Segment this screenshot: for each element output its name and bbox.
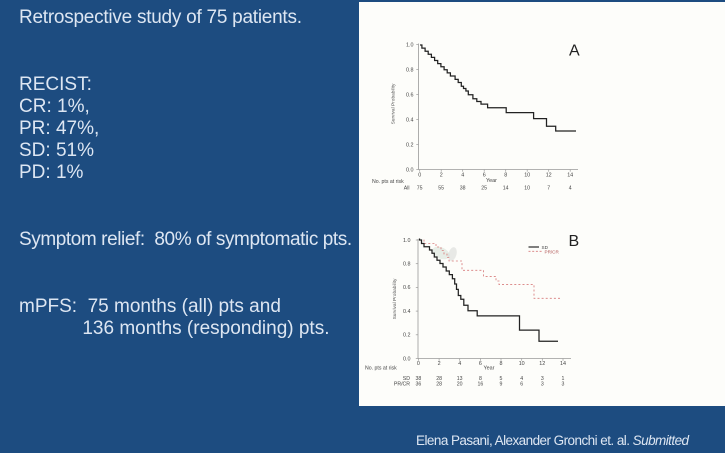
svg-text:0.6: 0.6: [406, 92, 414, 98]
svg-text:0.4: 0.4: [403, 309, 411, 315]
svg-text:7: 7: [547, 186, 550, 192]
svg-text:SD: SD: [403, 376, 410, 382]
svg-text:55: 55: [438, 186, 444, 192]
svg-text:10: 10: [524, 186, 530, 192]
svg-text:16: 16: [478, 382, 484, 388]
svg-text:4: 4: [461, 173, 464, 179]
svg-text:A: A: [569, 42, 580, 59]
svg-text:20: 20: [457, 382, 463, 388]
svg-text:Survival Probability: Survival Probability: [392, 278, 398, 319]
svg-text:Year: Year: [484, 366, 495, 372]
svg-text:0.8: 0.8: [403, 262, 411, 268]
svg-text:SD: SD: [542, 245, 549, 250]
svg-text:No. pts at risk: No. pts at risk: [372, 179, 404, 185]
svg-text:3: 3: [562, 382, 565, 388]
svg-text:B: B: [569, 233, 580, 250]
svg-text:0.2: 0.2: [403, 333, 411, 339]
svg-text:9: 9: [500, 382, 503, 388]
svg-text:12: 12: [546, 173, 552, 179]
svg-text:8: 8: [504, 173, 507, 179]
svg-text:No. pts at risk: No. pts at risk: [365, 366, 397, 372]
svg-text:0.2: 0.2: [406, 142, 414, 148]
svg-text:0: 0: [418, 173, 421, 179]
svg-text:14: 14: [560, 361, 566, 367]
svg-text:0: 0: [417, 361, 420, 367]
svg-text:6: 6: [483, 173, 486, 179]
svg-text:4: 4: [520, 376, 523, 382]
svg-text:10: 10: [519, 361, 525, 367]
svg-text:28: 28: [436, 382, 442, 388]
svg-text:1.0: 1.0: [406, 42, 414, 48]
svg-text:0.4: 0.4: [406, 117, 414, 123]
svg-text:8: 8: [500, 361, 503, 367]
svg-text:5: 5: [500, 376, 503, 382]
svg-text:13: 13: [457, 376, 463, 382]
svg-text:10: 10: [524, 173, 530, 179]
svg-text:25: 25: [481, 186, 487, 192]
svg-text:2: 2: [440, 173, 443, 179]
svg-text:38: 38: [460, 186, 466, 192]
svg-text:75: 75: [417, 186, 423, 192]
svg-text:2: 2: [438, 361, 441, 367]
svg-text:0.0: 0.0: [403, 356, 411, 362]
svg-text:PR/CR: PR/CR: [394, 382, 410, 388]
svg-text:Survival Probability: Survival Probability: [391, 83, 397, 124]
svg-text:PR/CR: PR/CR: [545, 249, 560, 254]
svg-text:0.0: 0.0: [406, 167, 414, 173]
svg-text:3: 3: [541, 376, 544, 382]
svg-text:3: 3: [541, 382, 544, 388]
svg-text:Year: Year: [486, 178, 497, 184]
svg-text:1: 1: [562, 376, 565, 382]
svg-text:0.8: 0.8: [406, 67, 414, 73]
svg-text:4: 4: [458, 361, 461, 367]
svg-text:0.6: 0.6: [403, 285, 411, 291]
svg-text:28: 28: [436, 376, 442, 382]
svg-text:1.0: 1.0: [403, 238, 411, 244]
svg-text:4: 4: [569, 186, 572, 192]
svg-text:All: All: [404, 186, 410, 192]
svg-text:6: 6: [520, 382, 523, 388]
svg-text:12: 12: [539, 361, 545, 367]
svg-text:8: 8: [479, 376, 482, 382]
svg-text:38: 38: [416, 376, 422, 382]
svg-text:36: 36: [416, 382, 422, 388]
svg-text:14: 14: [567, 173, 573, 179]
svg-text:14: 14: [503, 186, 509, 192]
svg-text:6: 6: [479, 361, 482, 367]
